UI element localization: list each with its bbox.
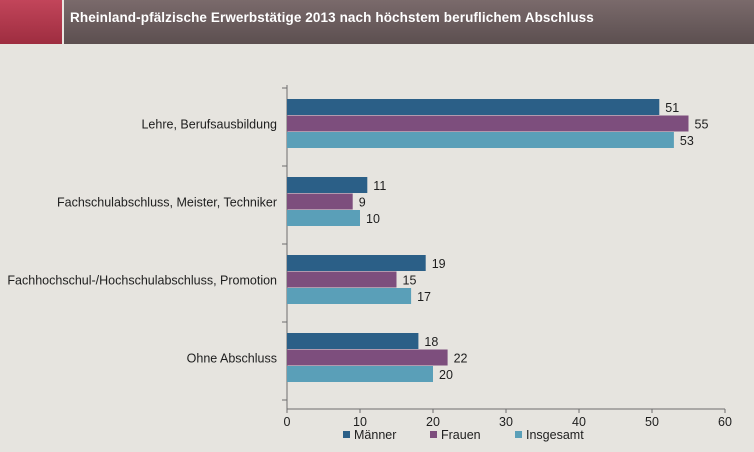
bar — [287, 210, 360, 226]
x-tick-label: 60 — [718, 415, 732, 428]
legend: Männer Frauen Insgesamt — [0, 428, 754, 448]
legend-swatch — [343, 431, 350, 438]
legend-label: Insgesamt — [526, 428, 584, 442]
data-label: 51 — [665, 101, 679, 115]
bar — [287, 132, 674, 148]
bar — [287, 271, 397, 288]
category-label: Lehre, Berufsausbildung — [141, 117, 277, 131]
legend-swatch — [515, 431, 522, 438]
category-label: Fachhochschul-/Hochschulabschluss, Promo… — [7, 273, 277, 287]
x-tick-label: 40 — [572, 415, 586, 428]
category-label: Ohne Abschluss — [187, 351, 277, 365]
bar — [287, 193, 353, 210]
bar — [287, 349, 448, 366]
bar — [287, 366, 433, 382]
title-bar — [0, 0, 754, 44]
data-label: 15 — [403, 273, 417, 287]
legend-item: Männer — [343, 428, 396, 442]
data-label: 18 — [424, 335, 438, 349]
data-label: 53 — [680, 134, 694, 148]
title-accent-block — [0, 0, 62, 44]
title-separator — [62, 0, 64, 44]
x-tick-label: 0 — [284, 415, 291, 428]
bar — [287, 255, 426, 271]
data-label: 17 — [417, 290, 431, 304]
data-label: 22 — [454, 351, 468, 365]
legend-label: Männer — [354, 428, 397, 442]
data-label: 11 — [373, 179, 386, 193]
x-tick-label: 20 — [426, 415, 440, 428]
bar — [287, 333, 419, 349]
data-label: 9 — [359, 195, 366, 209]
bar — [287, 115, 689, 132]
data-label: 20 — [439, 368, 453, 382]
legend-label: Frauen — [441, 428, 481, 442]
bar — [287, 288, 412, 304]
legend-swatch — [430, 431, 437, 438]
x-tick-label: 30 — [499, 415, 513, 428]
legend-item: Insgesamt — [515, 428, 584, 442]
category-label: Fachschulabschluss, Meister, Techniker — [57, 195, 277, 209]
data-label: 55 — [695, 117, 709, 131]
x-tick-label: 10 — [353, 415, 367, 428]
bar — [287, 177, 368, 193]
bar — [287, 99, 660, 115]
bar-chart: 0 10 20 30 40 50 60 Lehre, Berufsausbildung 51 55… — [7, 85, 732, 428]
data-label: 10 — [366, 212, 380, 226]
data-label: 19 — [432, 257, 446, 271]
x-tick-label: 50 — [645, 415, 659, 428]
legend-item: Frauen — [430, 428, 481, 442]
chart-title: Rheinland-pfälzische Erwerbstätige 2013 … — [70, 10, 594, 25]
